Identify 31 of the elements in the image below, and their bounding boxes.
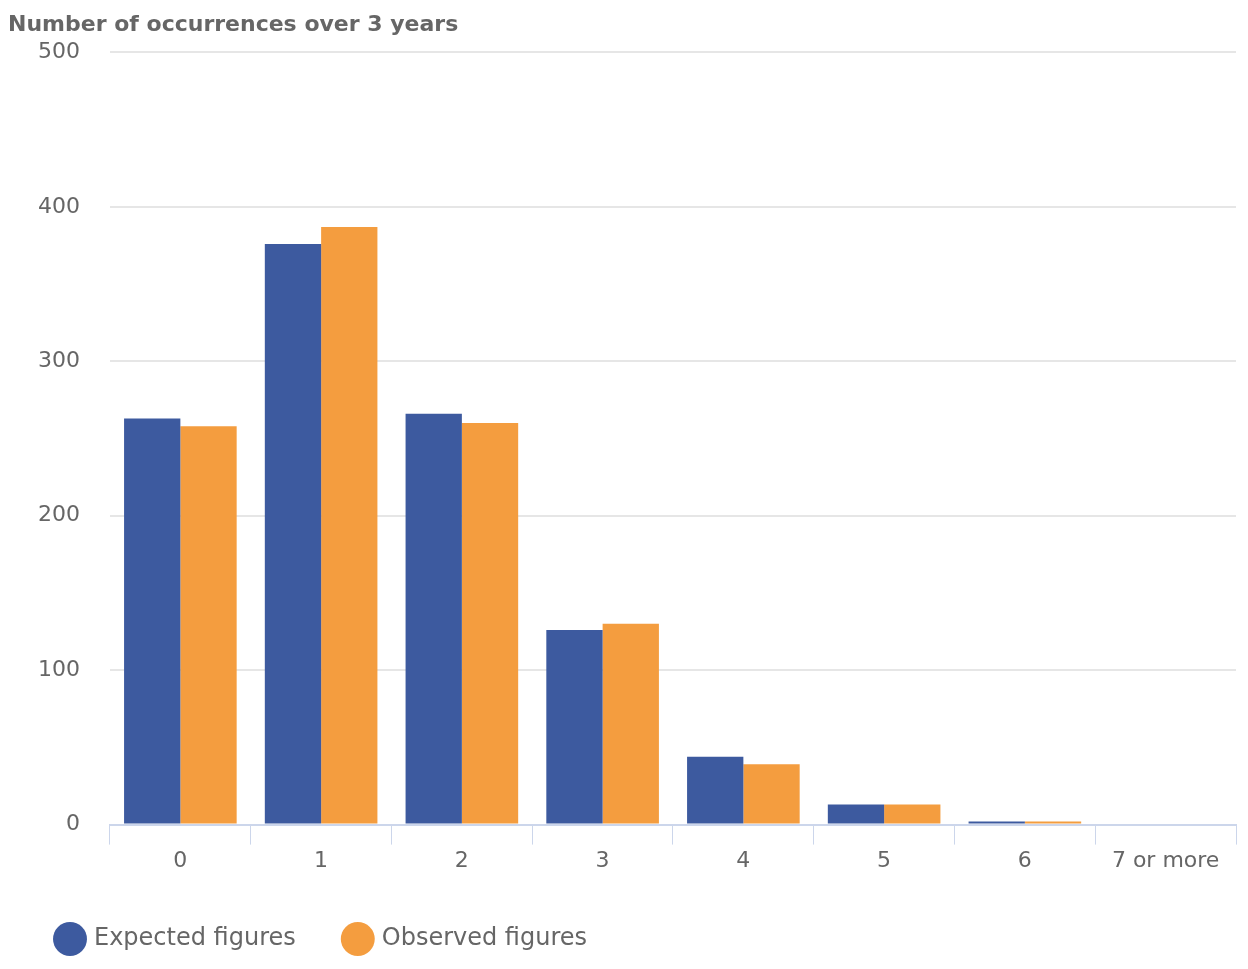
bar: [461, 423, 519, 824]
bar: [884, 804, 941, 824]
bar: [827, 804, 885, 824]
bar: [546, 630, 603, 824]
x-tick-label: 7 or more: [1111, 846, 1220, 872]
bar: [321, 226, 378, 824]
y-tick-label: 500: [37, 38, 80, 64]
x-tick-label: 6: [1017, 846, 1032, 872]
x-tick-label: 5: [877, 846, 892, 872]
y-tick-label: 200: [37, 501, 80, 527]
y-tick-label: 0: [65, 810, 80, 836]
x-tick-label: 4: [736, 846, 751, 872]
x-tick-label: 3: [595, 846, 610, 872]
x-tick-label: 2: [454, 846, 469, 872]
y-tick-label: 400: [37, 192, 80, 218]
bar: [743, 764, 800, 824]
bar: [124, 418, 181, 824]
chart-title: Number of occurrences over 3 years: [8, 10, 459, 36]
bar: [180, 426, 237, 824]
y-tick-label: 300: [37, 347, 80, 372]
legend-label: Observed figures: [381, 923, 588, 952]
bar: [405, 413, 462, 824]
x-tick-label: 0: [173, 846, 188, 872]
y-tick-label: 100: [37, 655, 80, 681]
bar: [264, 243, 322, 824]
bar: [602, 623, 659, 824]
bar: [968, 821, 1025, 824]
bar: [687, 756, 744, 824]
bar: [1024, 821, 1082, 824]
legend-label: Expected figures: [94, 923, 296, 952]
x-tick-label: 1: [314, 846, 329, 872]
